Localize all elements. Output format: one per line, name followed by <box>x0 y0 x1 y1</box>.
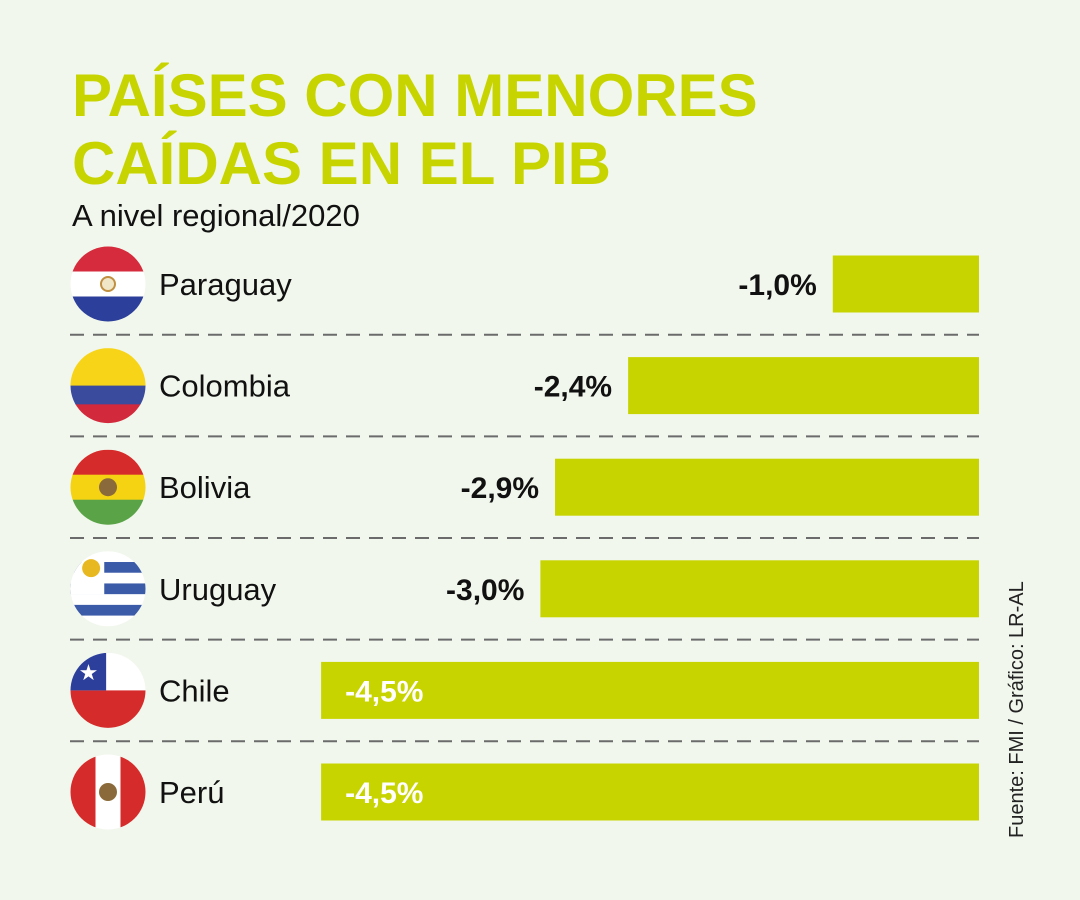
source-note: Fuente: FMI / Gráfico: LR-AL <box>1006 581 1028 838</box>
bar <box>321 661 980 719</box>
value-label: -3,0% <box>446 574 524 607</box>
colombia-flag-icon <box>70 348 146 424</box>
svg-text:★: ★ <box>79 660 99 685</box>
peru-flag-icon <box>70 754 146 830</box>
bar <box>832 255 979 313</box>
chart-title: PAÍSES CON MENORES CAÍDAS EN EL PIB <box>72 62 758 198</box>
country-label: Uruguay <box>159 572 277 607</box>
value-label: -4,5% <box>345 675 423 708</box>
bar <box>321 763 980 821</box>
value-label: -2,4% <box>534 371 612 404</box>
value-label: -4,5% <box>345 777 423 810</box>
title-line-2: CAÍDAS EN EL PIB <box>72 130 611 197</box>
country-label: Bolivia <box>159 470 251 505</box>
country-label: Paraguay <box>159 267 292 302</box>
paraguay-flag-icon <box>70 246 146 322</box>
country-label: Colombia <box>159 369 291 404</box>
country-label: Chile <box>159 673 230 708</box>
uruguay-flag-icon <box>70 551 146 627</box>
chart-subtitle: A nivel regional/2020 <box>72 198 360 233</box>
value-label: -2,9% <box>461 472 539 505</box>
bar <box>555 458 979 516</box>
bar <box>540 560 979 618</box>
bolivia-flag-icon <box>70 449 146 525</box>
bar <box>628 357 979 415</box>
title-line-1: PAÍSES CON MENORES <box>72 62 758 129</box>
country-label: Perú <box>159 775 224 810</box>
value-label: -1,0% <box>738 269 816 302</box>
chile-flag-icon: ★ <box>70 652 146 728</box>
